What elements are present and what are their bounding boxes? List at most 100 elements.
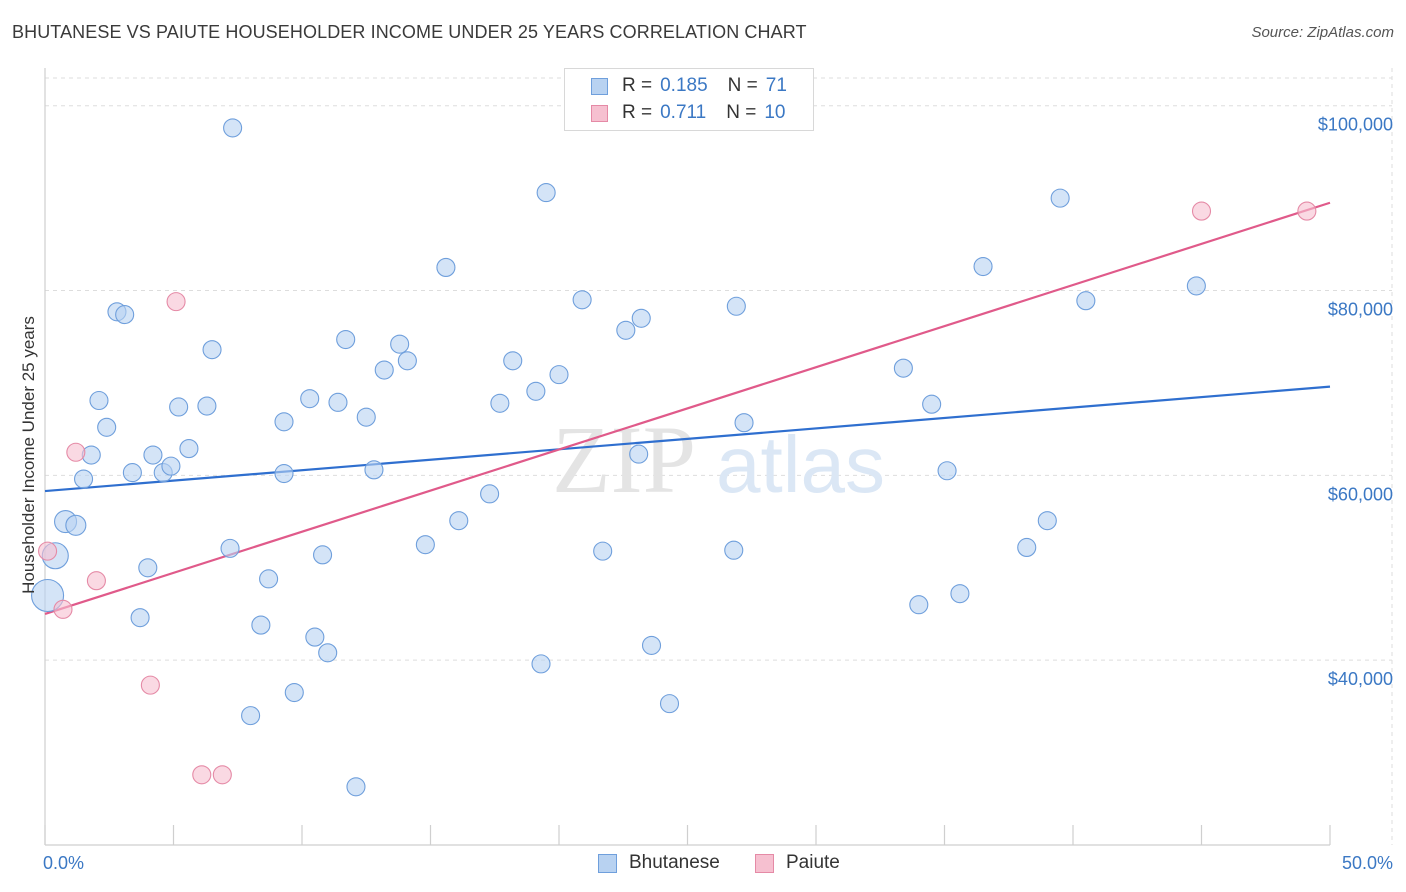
- data-point-bhutanese: [641, 635, 662, 655]
- data-point-bhutanese: [97, 417, 117, 437]
- data-point-bhutanese: [318, 643, 338, 663]
- legend-row-paiute: R = 0.711 N = 10: [591, 101, 786, 125]
- data-point-bhutanese: [65, 514, 87, 536]
- data-point-bhutanese: [202, 340, 222, 360]
- data-point-bhutanese: [893, 358, 913, 378]
- data-point-bhutanese: [1076, 291, 1096, 311]
- source-credit: Source: ZipAtlas.com: [1251, 24, 1394, 41]
- data-point-bhutanese: [259, 569, 279, 589]
- data-point-bhutanese: [397, 351, 417, 371]
- data-point-bhutanese: [490, 393, 510, 413]
- data-point-paiute: [166, 292, 186, 312]
- data-point-bhutanese: [1050, 188, 1070, 208]
- data-point-bhutanese: [937, 461, 957, 481]
- data-point-paiute: [192, 765, 212, 785]
- data-point-bhutanese: [346, 777, 366, 797]
- data-point-bhutanese: [241, 706, 261, 726]
- series-legend: Bhutanese Paiute: [0, 852, 1406, 876]
- data-point-paiute: [66, 442, 86, 462]
- series-legend-bhutanese[interactable]: Bhutanese: [598, 852, 720, 874]
- series-label-paiute: Paiute: [786, 852, 840, 873]
- watermark: ZIP atlas: [552, 406, 885, 513]
- data-point-bhutanese: [364, 460, 384, 480]
- data-point-bhutanese: [374, 360, 394, 380]
- data-point-bhutanese: [616, 320, 636, 340]
- correlation-legend: R = 0.185 N = 71 R = 0.711 N = 10: [564, 68, 814, 131]
- data-point-bhutanese: [284, 682, 304, 703]
- data-point-bhutanese: [436, 257, 456, 277]
- data-point-bhutanese: [138, 558, 158, 578]
- data-point-bhutanese: [89, 390, 109, 411]
- watermark-zip: ZIP: [552, 406, 696, 513]
- data-point-bhutanese: [909, 595, 929, 615]
- data-point-bhutanese: [197, 396, 217, 416]
- data-point-bhutanese: [328, 392, 348, 412]
- data-point-bhutanese: [724, 540, 744, 560]
- series-swatch-pink: [755, 853, 774, 873]
- data-point-bhutanese: [274, 463, 294, 484]
- watermark-atlas: atlas: [716, 420, 885, 509]
- data-point-paiute: [1191, 201, 1212, 221]
- data-point-bhutanese: [449, 511, 469, 531]
- data-point-paiute: [212, 765, 232, 785]
- data-point-bhutanese: [536, 183, 556, 203]
- y-tick-label: $40,000: [1328, 669, 1393, 689]
- x-tick-label-start: 0.0%: [43, 853, 84, 873]
- data-point-paiute: [1297, 201, 1317, 221]
- series-legend-paiute[interactable]: Paiute: [755, 852, 840, 874]
- data-point-bhutanese: [143, 445, 163, 465]
- data-point-bhutanese: [161, 456, 181, 476]
- data-point-bhutanese: [223, 118, 243, 138]
- data-point-paiute: [140, 675, 160, 695]
- legend-r-label: R =: [622, 102, 653, 123]
- data-point-bhutanese: [130, 608, 150, 628]
- legend-swatch-pink: [591, 104, 608, 122]
- data-point-bhutanese: [734, 413, 754, 433]
- data-point-bhutanese: [1017, 537, 1037, 557]
- trend-line-paiute: [44, 201, 1331, 616]
- data-point-bhutanese: [629, 444, 649, 464]
- data-point-bhutanese: [526, 381, 546, 401]
- data-point-bhutanese: [572, 290, 592, 310]
- data-point-bhutanese: [274, 412, 294, 432]
- legend-n-value: 10: [764, 102, 786, 123]
- x-tick-labels: 0.0% 50.0%: [43, 853, 1393, 873]
- y-tick-label: $60,000: [1328, 484, 1393, 504]
- data-point-bhutanese: [503, 351, 523, 371]
- axes: [44, 68, 1331, 846]
- data-point-bhutanese: [1037, 511, 1057, 531]
- y-tick-label: $80,000: [1328, 300, 1393, 320]
- data-point-bhutanese: [74, 469, 94, 489]
- data-point-bhutanese: [115, 305, 135, 325]
- data-point-bhutanese: [356, 407, 376, 427]
- legend-swatch-blue: [591, 77, 608, 95]
- data-point-bhutanese: [336, 329, 356, 350]
- legend-r-value: 0.711: [660, 102, 707, 123]
- data-point-paiute: [86, 571, 106, 591]
- data-point-bhutanese: [480, 484, 500, 504]
- data-point-paiute: [53, 599, 73, 619]
- data-point-bhutanese: [390, 334, 410, 354]
- legend-n-label: N =: [726, 102, 757, 123]
- y-tick-label: $100,000: [1318, 115, 1393, 135]
- data-point-bhutanese: [415, 535, 435, 555]
- data-point-paiute: [38, 541, 58, 561]
- series-swatch-blue: [598, 853, 617, 873]
- data-point-bhutanese: [950, 584, 970, 604]
- data-point-bhutanese: [122, 463, 142, 483]
- data-point-bhutanese: [631, 308, 651, 328]
- data-point-bhutanese: [251, 615, 271, 635]
- data-point-bhutanese: [313, 545, 333, 565]
- y-tick-labels: $40,000 $60,000 $80,000 $100,000: [1318, 115, 1393, 689]
- data-points: [31, 118, 1317, 797]
- trend-line-bhutanese: [44, 385, 1331, 493]
- data-point-bhutanese: [659, 694, 680, 714]
- x-tick-label-end: 50.0%: [1342, 853, 1393, 873]
- data-point-bhutanese: [531, 654, 551, 674]
- legend-r-label: R =: [622, 75, 653, 96]
- data-point-bhutanese: [169, 397, 189, 417]
- legend-n-label: N =: [727, 75, 758, 96]
- data-point-bhutanese: [220, 538, 240, 558]
- chart-title: BHUTANESE VS PAIUTE HOUSEHOLDER INCOME U…: [12, 22, 807, 42]
